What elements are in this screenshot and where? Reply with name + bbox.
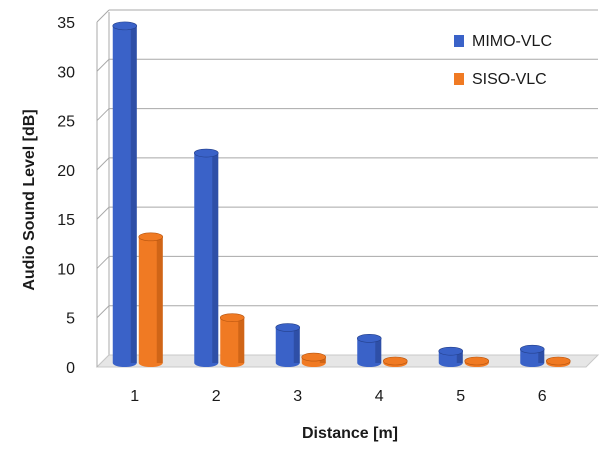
bars xyxy=(112,21,571,368)
bar-siso-2-top xyxy=(219,313,245,322)
gridline-depth xyxy=(96,157,110,171)
x-axis-title: Distance [m] xyxy=(302,425,398,442)
axes xyxy=(95,12,600,368)
legend-label-siso: SISO-VLC xyxy=(472,71,547,88)
bar-mimo-2-top xyxy=(193,148,219,158)
bar-mimo-5-shade xyxy=(456,351,463,363)
y-tick-label: 25 xyxy=(57,114,75,131)
bar-siso-2 xyxy=(219,313,245,367)
bar-siso-2-shade xyxy=(238,317,245,363)
y-tick-label: 15 xyxy=(57,212,75,229)
y-axis-title: Audio Sound Level [dB] xyxy=(21,109,38,290)
bar-mimo-6-shade xyxy=(538,349,545,363)
bar-mimo-2-shade xyxy=(212,153,219,363)
gridlines xyxy=(96,9,598,368)
legend-label-mimo: MIMO-VLC xyxy=(472,33,552,50)
bar-siso-6-top xyxy=(545,356,571,366)
x-tick-label: 3 xyxy=(293,388,302,405)
bar-siso-4 xyxy=(382,356,408,367)
y-tick-label: 30 xyxy=(57,64,75,81)
bar-mimo-1 xyxy=(112,21,138,368)
bar-mimo-5-top xyxy=(438,346,464,356)
x-tick-label: 1 xyxy=(130,388,139,405)
gridline-depth xyxy=(96,305,110,319)
bar-siso-1-shade xyxy=(156,236,163,363)
bar-mimo-1-top xyxy=(112,21,138,31)
x-tick-label: 2 xyxy=(212,388,221,405)
bar-mimo-3 xyxy=(275,323,301,367)
gridline-depth xyxy=(96,206,110,220)
y-tick-label: 35 xyxy=(57,15,75,32)
legend-swatch-mimo xyxy=(454,35,464,47)
bar-siso-5-top xyxy=(464,356,490,366)
gridline-depth xyxy=(96,58,110,72)
bar-mimo-3-top xyxy=(275,323,301,332)
tick-labels: 0 5 10 15 20 25 30 35 1 2 3 4 5 6 xyxy=(57,15,547,405)
gridline-depth xyxy=(96,108,110,121)
gridline-depth xyxy=(96,9,110,23)
bar-mimo-4 xyxy=(356,334,382,367)
bar-siso-1-top xyxy=(138,232,164,242)
bar-mimo-1-shade xyxy=(130,25,137,364)
bar-mimo-4-top xyxy=(356,334,382,343)
legend: MIMO-VLC SISO-VLC xyxy=(454,33,552,88)
y-tick-label: 20 xyxy=(57,163,75,180)
x-tick-label: 5 xyxy=(456,388,465,405)
y-tick-label: 0 xyxy=(66,360,75,377)
y-tick-label: 10 xyxy=(57,261,75,278)
bar-siso-1 xyxy=(138,232,164,367)
gridline-depth xyxy=(96,256,110,269)
bar-mimo-6-top xyxy=(519,344,545,354)
bar-siso-6 xyxy=(545,356,571,367)
bar-siso-3 xyxy=(301,352,327,367)
bar-mimo-6 xyxy=(519,344,545,367)
y-tick-label: 5 xyxy=(66,311,75,328)
bar-mimo-4-shade xyxy=(375,338,382,363)
x-tick-label: 6 xyxy=(538,388,547,405)
bar-mimo-3-shade xyxy=(293,327,300,363)
bar-siso-3-top xyxy=(301,352,327,362)
legend-swatch-siso xyxy=(454,73,464,85)
bar-mimo-2 xyxy=(193,148,219,367)
x-tick-label: 4 xyxy=(375,388,384,405)
bar-siso-4-top xyxy=(382,356,408,366)
bar-mimo-5 xyxy=(438,346,464,367)
bar-siso-5 xyxy=(464,356,490,367)
